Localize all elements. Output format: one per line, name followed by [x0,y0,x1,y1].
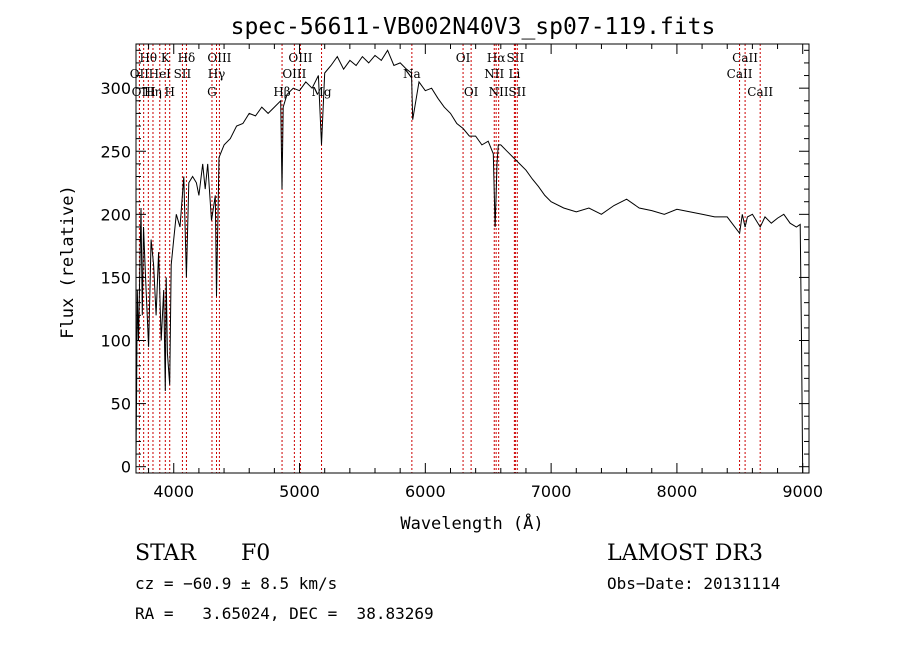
x-tick-label: 9000 [782,482,823,501]
spectral-line-label: NII [484,67,504,81]
y-tick-label: 50 [111,395,131,414]
spectral-line-label: G [207,85,217,99]
observation-date: Obs−Date: 20131114 [607,574,781,593]
coordinates: RA = 3.65024, DEC = 38.83269 [135,604,434,623]
chart-title: spec-56611-VB002N40V3_sp07-119.fits [231,14,716,40]
y-axis-label: Flux (relative) [58,185,78,339]
spectral-line-label: SII [508,85,526,99]
spectral-line-label: Li [508,67,520,81]
y-tick-label: 250 [100,142,131,161]
object-subclass: F0 [241,541,271,566]
spectral-line-label: HeI [149,67,172,81]
spectral-line-label: SII [507,51,525,65]
spectral-line-label: Hγ [208,67,226,81]
x-tick-label: 7000 [531,482,572,501]
y-tick-label: 200 [100,205,131,224]
spectral-line-label: Hθ [139,51,157,65]
x-tick-label: 6000 [405,482,446,501]
spectral-line-label: OI [456,51,471,65]
spectral-line-label: NII [489,85,509,99]
x-tick-label: 8000 [657,482,698,501]
spectral-line-label: OIII [288,51,312,65]
spectral-line-label: Mg [312,85,332,99]
spectral-line-label: CaII [747,85,773,99]
x-axis-label: Wavelength (Å) [400,512,543,534]
spectral-line-label: Hβ [273,85,290,99]
spectral-line-label: OIII [207,51,231,65]
object-class: STAR [135,541,196,566]
spectral-line-label: SII [174,67,192,81]
x-tick-label: 4000 [153,482,194,501]
survey-name: LAMOST DR3 [607,541,763,566]
y-tick-label: 300 [100,79,131,98]
spectral-line-label: OI [464,85,479,99]
spectral-line-label: CaII [727,67,753,81]
spectral-line-label: K [161,51,171,65]
spectral-line-label: OIII [282,67,306,81]
spectral-line-label: Hα [487,51,506,65]
y-tick-label: 100 [100,332,131,351]
x-tick-label: 5000 [279,482,320,501]
spectral-line-label: Hη [144,85,162,99]
redshift-velocity: cz = −60.9 ± 8.5 km/s [135,574,338,593]
spectrum-series-line [135,49,804,474]
spectral-line-label: Hδ [178,51,196,65]
y-tick-label: 150 [100,268,131,287]
axis-ticks: 4000 5000 6000 7000 8000 9000 0 50 100 150 200 250 3… [100,44,823,501]
plot-frame [135,43,810,474]
spectral-line-label: H [164,85,174,99]
spectral-line-label: CaII [732,51,758,65]
y-tick-label: 0 [121,458,131,477]
spectral-line-label: OII [130,67,150,81]
